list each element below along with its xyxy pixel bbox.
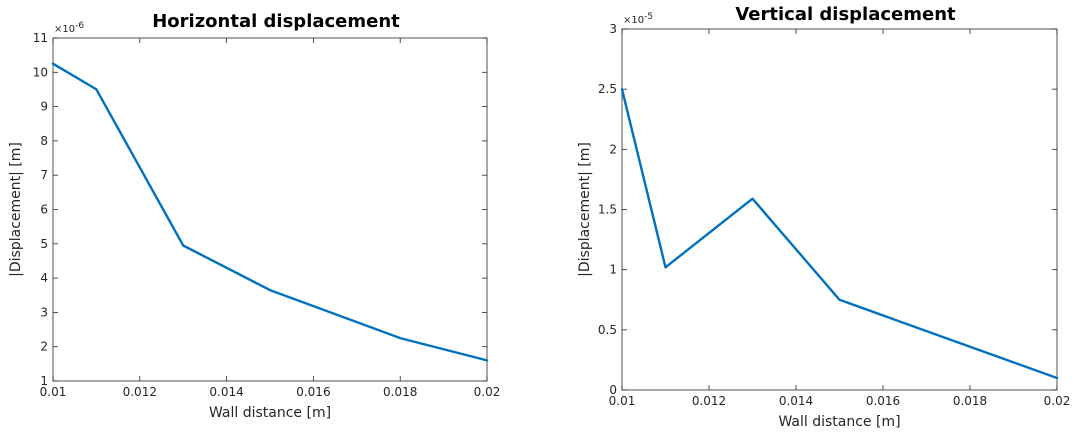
x-tick-label: 0.012	[123, 385, 157, 399]
y-axis-label: |Displacement| [m]	[577, 142, 593, 277]
x-tick-label: 0.02	[1044, 394, 1071, 408]
y-tick-label: 0	[609, 383, 617, 397]
series-line	[51, 62, 489, 362]
x-tick-label: 0.01	[40, 385, 67, 399]
plot-area-box	[621, 28, 1058, 391]
y-tick-label: 1	[609, 263, 617, 277]
y-tick-label: 2	[40, 340, 48, 354]
chart-title: Horizontal displacement	[152, 11, 400, 32]
plot-area-box	[52, 37, 488, 382]
x-tick-label: 0.018	[383, 385, 417, 399]
x-tick-label: 0.018	[953, 394, 987, 408]
y-tick-label: 7	[40, 168, 48, 182]
series-line	[620, 87, 1059, 380]
y-axis-label: |Displacement| [m]	[8, 142, 24, 277]
y-tick-label: 1.5	[598, 203, 617, 217]
y-tick-label: 9	[40, 100, 48, 114]
y-tick-label: 0.5	[598, 323, 617, 337]
x-axis-label: Wall distance [m]	[778, 414, 900, 430]
x-tick-label: 0.014	[779, 394, 813, 408]
y-tick-label: 2.5	[598, 82, 617, 96]
x-tick-label: 0.01	[609, 394, 636, 408]
chart-panel-2: 0.01 0.012 0.014 0.016 0.018 0.02 0 0.5 1 1.5 2 2.5…	[577, 4, 1070, 430]
y-tick-label: 8	[40, 134, 48, 148]
y-tick-label: 3	[609, 22, 617, 36]
y-tick-label: 11	[33, 31, 48, 45]
y-tick-label: 2	[609, 142, 617, 156]
x-tick-label: 0.016	[866, 394, 900, 408]
y-tick-label: 10	[33, 65, 48, 79]
y-tick-label: 5	[40, 237, 48, 251]
y-tick-label: 1	[40, 374, 48, 388]
y-tick-label: 6	[40, 203, 48, 217]
chart-panel-1: 0.01 0.012 0.014 0.016 0.018 0.02 1 2 3 4 5 6 7 8 9 10 1…	[8, 11, 500, 421]
x-tick-label: 0.012	[692, 394, 726, 408]
x-tick-label: 0.014	[209, 385, 243, 399]
y-tick-label: 3	[40, 305, 48, 319]
x-tick-label: 0.02	[474, 385, 501, 399]
x-tick-label: 0.016	[296, 385, 330, 399]
x-axis-label: Wall distance [m]	[209, 405, 331, 421]
y-tick-label: 4	[40, 271, 48, 285]
chart-title: Vertical displacement	[735, 4, 956, 25]
